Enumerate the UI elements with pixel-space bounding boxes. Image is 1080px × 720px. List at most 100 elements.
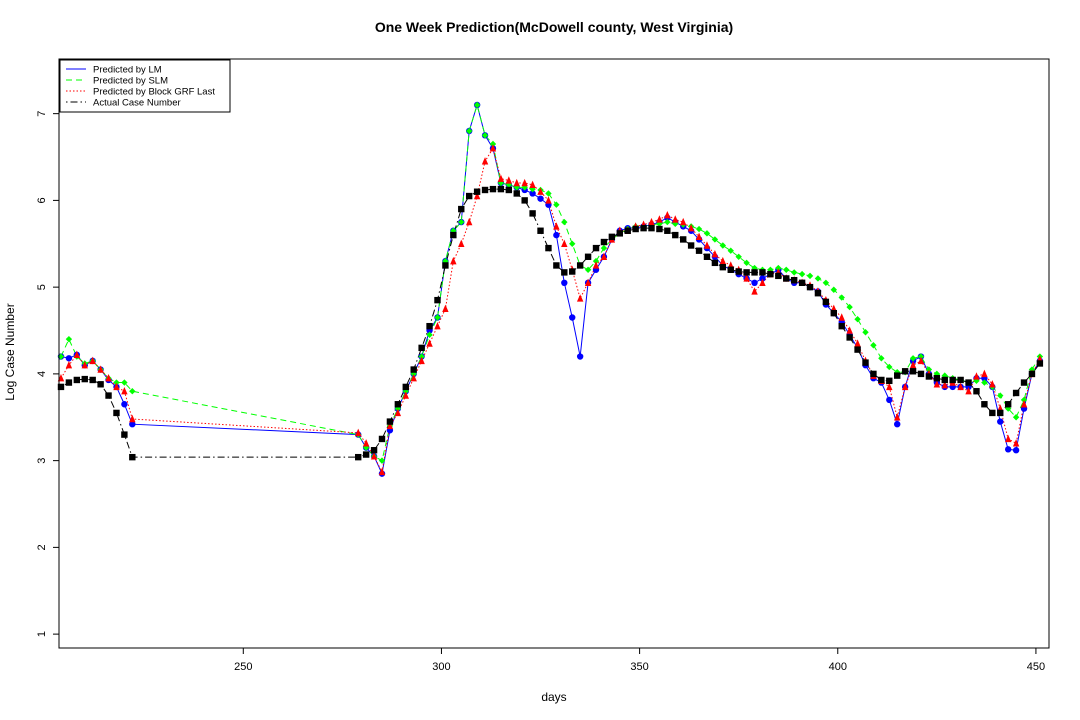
point	[608, 233, 616, 241]
point	[751, 287, 758, 295]
point	[386, 418, 394, 425]
x-tick-label: 300	[432, 661, 450, 673]
point	[886, 382, 893, 391]
point	[394, 408, 402, 417]
point	[846, 303, 853, 311]
point	[997, 392, 1004, 399]
point	[632, 225, 639, 233]
point	[711, 236, 719, 243]
point	[672, 215, 679, 223]
point	[65, 355, 73, 362]
point	[576, 294, 584, 302]
point	[664, 227, 671, 234]
point	[57, 383, 65, 391]
y-tick-label: 7	[36, 111, 48, 117]
legend-label: Actual Case Number	[93, 97, 181, 108]
point	[870, 370, 877, 378]
point	[600, 244, 608, 252]
point	[473, 191, 481, 200]
point	[450, 256, 457, 265]
point	[743, 259, 750, 267]
point	[759, 269, 766, 276]
point	[846, 334, 853, 341]
point	[981, 401, 988, 408]
point	[703, 230, 711, 237]
point	[121, 431, 128, 438]
point	[378, 435, 386, 443]
point	[648, 224, 655, 232]
point	[513, 178, 520, 187]
point	[727, 266, 734, 273]
point	[751, 279, 758, 287]
point	[65, 379, 73, 386]
x-tick-label: 450	[1027, 661, 1045, 673]
point	[830, 286, 837, 293]
point	[378, 467, 386, 476]
point	[719, 263, 727, 271]
point	[481, 132, 489, 139]
point	[814, 290, 822, 297]
legend-box	[59, 59, 231, 113]
legend-label: Predicted by LM	[93, 64, 162, 75]
point	[402, 391, 409, 399]
point	[759, 278, 766, 287]
point	[751, 269, 758, 276]
point	[497, 174, 505, 182]
point	[695, 225, 703, 233]
point	[917, 353, 925, 360]
point	[81, 375, 88, 383]
point	[822, 298, 830, 306]
point	[775, 264, 782, 272]
point	[129, 453, 136, 461]
y-tick-label: 5	[36, 284, 48, 290]
point	[798, 270, 806, 278]
point	[113, 379, 120, 386]
point	[679, 217, 687, 226]
point	[97, 365, 104, 373]
point	[886, 377, 893, 385]
y-tick-label: 1	[36, 631, 48, 637]
point	[711, 259, 719, 267]
point	[767, 270, 774, 278]
point	[442, 262, 449, 269]
point	[561, 269, 568, 276]
point	[545, 244, 552, 252]
point	[553, 262, 560, 269]
point	[81, 361, 88, 369]
point	[121, 379, 128, 386]
point	[355, 453, 362, 461]
point	[1012, 414, 1020, 421]
point	[592, 244, 600, 252]
point	[981, 369, 988, 378]
point	[113, 382, 120, 391]
point	[1028, 370, 1036, 378]
y-tick-label: 2	[36, 544, 48, 550]
point	[1020, 379, 1028, 386]
point	[481, 186, 489, 194]
point	[901, 368, 909, 375]
point	[894, 413, 901, 421]
point	[513, 190, 520, 197]
point	[1012, 439, 1020, 447]
point	[129, 420, 136, 428]
point	[355, 428, 362, 437]
point	[886, 363, 893, 371]
point	[909, 368, 917, 375]
point	[129, 414, 136, 423]
point	[886, 396, 893, 404]
point	[767, 266, 774, 273]
point	[854, 346, 861, 353]
point	[901, 382, 909, 391]
point	[473, 101, 481, 109]
point	[386, 421, 394, 430]
point	[878, 355, 885, 362]
point	[949, 376, 956, 384]
point	[113, 409, 120, 417]
point	[656, 220, 663, 228]
point	[703, 253, 711, 260]
point	[529, 210, 536, 217]
point	[759, 275, 766, 282]
x-tick-label: 350	[630, 661, 648, 673]
point	[553, 231, 560, 239]
